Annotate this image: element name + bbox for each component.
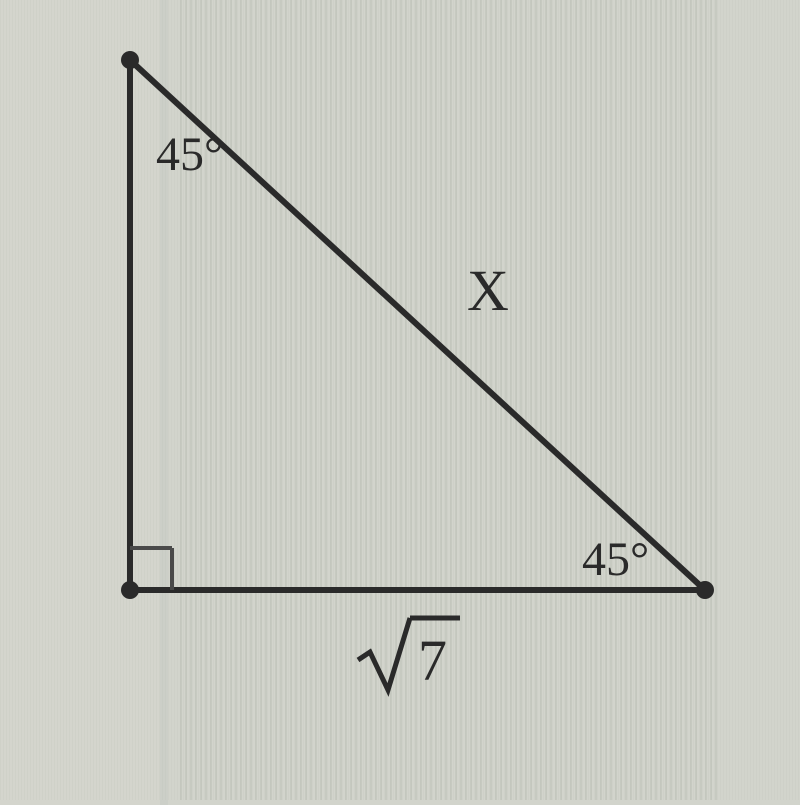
vertex-bottom-right [696, 581, 714, 599]
radicand: 7 [418, 628, 447, 693]
triangle-svg: 45° 45° X 7 [0, 0, 800, 800]
triangle-diagram: 45° 45° X 7 [0, 0, 800, 800]
angle-bottom-right-label: 45° [582, 533, 649, 586]
vertex-bottom-left [121, 581, 139, 599]
base-label-sqrt: 7 [358, 618, 460, 693]
hypotenuse-label: X [467, 258, 509, 323]
angle-top-label: 45° [156, 128, 223, 181]
vertex-top [121, 51, 139, 69]
